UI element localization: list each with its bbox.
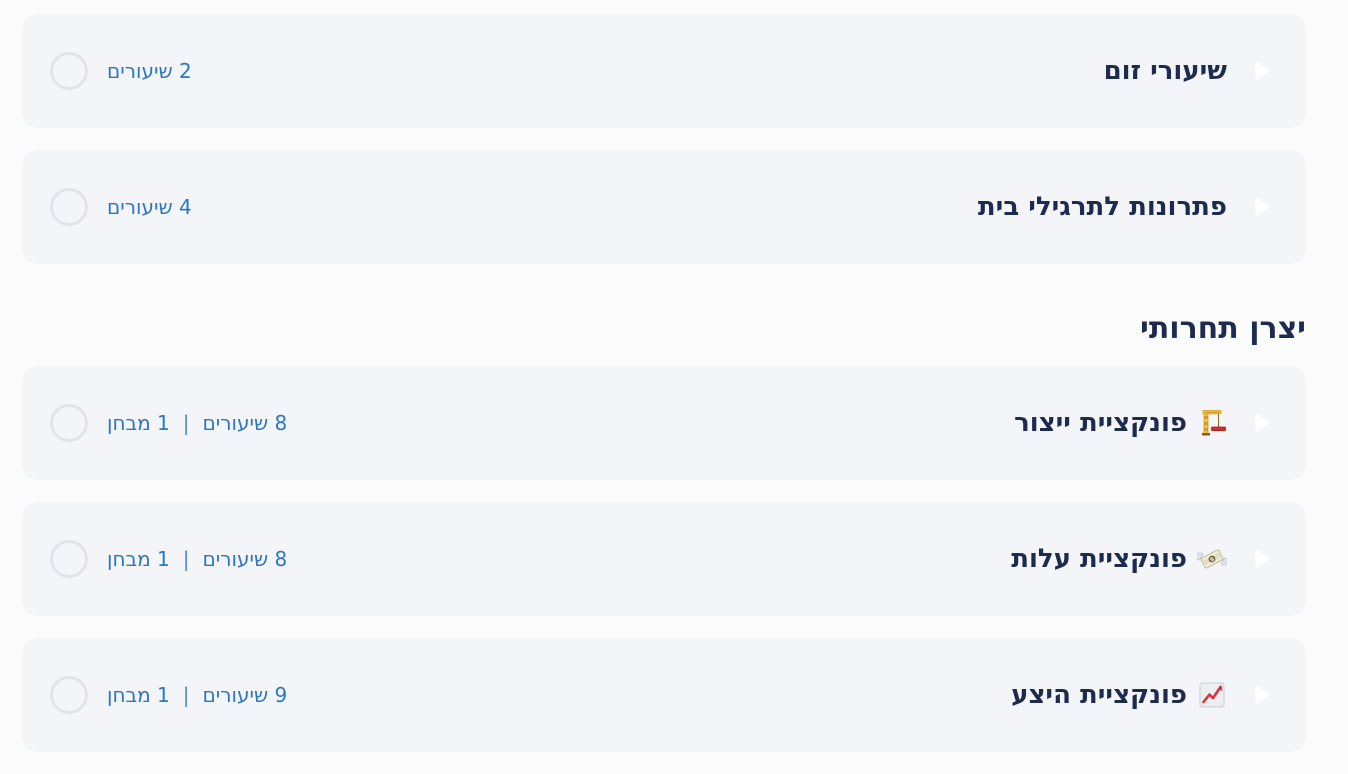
tests-count: 1 מבחן <box>107 683 170 707</box>
course-sections-list: שיעורי זום 2 שיעורים פתרונות לתרגילי בית… <box>22 14 1306 774</box>
meta-separator: | <box>182 411 190 435</box>
meta-separator: | <box>182 683 190 707</box>
completion-circle[interactable] <box>50 540 88 578</box>
section-meta: 8 שיעורים | 1 מבחן <box>107 411 287 435</box>
section-title: פונקציית היצע <box>1011 680 1227 710</box>
section-group-header: יצרן תחרותי <box>1139 310 1306 346</box>
section-row-cost-function[interactable]: $ פונקציית עלות 8 שיעורים | 1 מבחן <box>22 502 1306 616</box>
completion-circle[interactable] <box>50 676 88 714</box>
section-title: שיעורי זום <box>1103 56 1227 86</box>
lessons-count: 8 שיעורים <box>202 547 288 571</box>
tests-count: 1 מבחן <box>107 547 170 571</box>
section-title: $ פונקציית עלות <box>1011 544 1227 574</box>
meta-separator: | <box>182 547 190 571</box>
section-title: פונקציית ייצור <box>1014 408 1227 438</box>
chart-increasing-icon <box>1197 680 1227 710</box>
section-meta: 9 שיעורים | 1 מבחן <box>107 683 287 707</box>
section-title: פתרונות לתרגילי בית <box>977 192 1227 222</box>
expand-triangle-icon[interactable] <box>1254 550 1270 568</box>
lessons-count: 8 שיעורים <box>202 411 288 435</box>
section-meta: 2 שיעורים <box>107 59 192 83</box>
crane-icon <box>1197 408 1227 438</box>
tests-count: 1 מבחן <box>107 411 170 435</box>
lessons-count: 4 שיעורים <box>107 195 192 219</box>
lessons-count: 9 שיעורים <box>202 683 288 707</box>
expand-triangle-icon[interactable] <box>1254 686 1270 704</box>
expand-triangle-icon[interactable] <box>1254 198 1270 216</box>
money-with-wings-icon: $ <box>1197 544 1227 574</box>
svg-text:$: $ <box>1209 556 1216 564</box>
section-meta: 8 שיעורים | 1 מבחן <box>107 547 287 571</box>
section-row-homework-solutions[interactable]: פתרונות לתרגילי בית 4 שיעורים <box>22 150 1306 264</box>
expand-triangle-icon[interactable] <box>1254 414 1270 432</box>
section-row-production-function[interactable]: פונקציית ייצור 8 שיעורים | 1 מבחן <box>22 366 1306 480</box>
expand-triangle-icon[interactable] <box>1254 62 1270 80</box>
section-meta: 4 שיעורים <box>107 195 192 219</box>
completion-circle[interactable] <box>50 188 88 226</box>
lessons-count: 2 שיעורים <box>107 59 192 83</box>
completion-circle[interactable] <box>50 52 88 90</box>
section-row-zoom-lessons[interactable]: שיעורי זום 2 שיעורים <box>22 14 1306 128</box>
completion-circle[interactable] <box>50 404 88 442</box>
section-row-supply-function[interactable]: פונקציית היצע 9 שיעורים | 1 מבחן <box>22 638 1306 752</box>
